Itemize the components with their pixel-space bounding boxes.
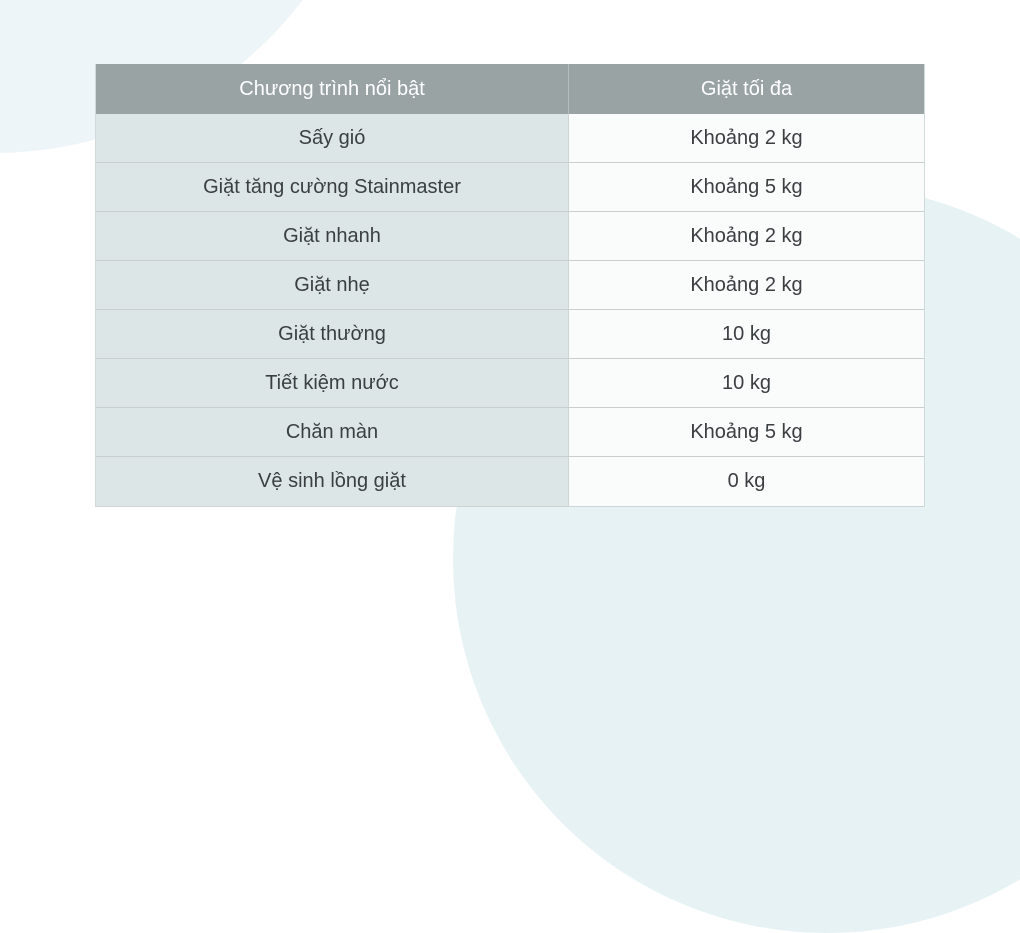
max-load-cell: Khoảng 5 kg xyxy=(568,408,924,456)
max-load-cell: 10 kg xyxy=(568,359,924,407)
table-row: Tiết kiệm nước 10 kg xyxy=(96,359,924,408)
max-load-cell: Khoảng 2 kg xyxy=(568,261,924,309)
max-load-cell: Khoảng 2 kg xyxy=(568,212,924,260)
program-cell: Giặt thường xyxy=(96,310,568,358)
program-cell: Giặt tăng cường Stainmaster xyxy=(96,163,568,211)
program-cell: Chăn màn xyxy=(96,408,568,456)
table-header-row: Chương trình nổi bật Giặt tối đa xyxy=(96,64,924,114)
max-load-cell: Khoảng 5 kg xyxy=(568,163,924,211)
table-row: Giặt thường 10 kg xyxy=(96,310,924,359)
program-cell: Giặt nhanh xyxy=(96,212,568,260)
column-header-max-load: Giặt tối đa xyxy=(568,64,924,114)
max-load-cell: Khoảng 2 kg xyxy=(568,114,924,162)
table-row: Giặt nhanh Khoảng 2 kg xyxy=(96,212,924,261)
table-row: Vệ sinh lồng giặt 0 kg xyxy=(96,457,924,506)
table-row: Sấy gió Khoảng 2 kg xyxy=(96,114,924,163)
table-row: Chăn màn Khoảng 5 kg xyxy=(96,408,924,457)
program-cell: Tiết kiệm nước xyxy=(96,359,568,407)
column-header-program: Chương trình nổi bật xyxy=(239,77,425,100)
max-load-cell: 10 kg xyxy=(568,310,924,358)
table-row: Giặt nhẹ Khoảng 2 kg xyxy=(96,261,924,310)
program-cell: Sấy gió xyxy=(96,114,568,162)
table-row: Giặt tăng cường Stainmaster Khoảng 5 kg xyxy=(96,163,924,212)
max-load-cell: 0 kg xyxy=(568,457,924,506)
program-cell: Vệ sinh lồng giặt xyxy=(96,457,568,506)
program-cell: Giặt nhẹ xyxy=(96,261,568,309)
washing-program-spec-table: Chương trình nổi bật Giặt tối đa Sấy gió… xyxy=(95,64,925,507)
